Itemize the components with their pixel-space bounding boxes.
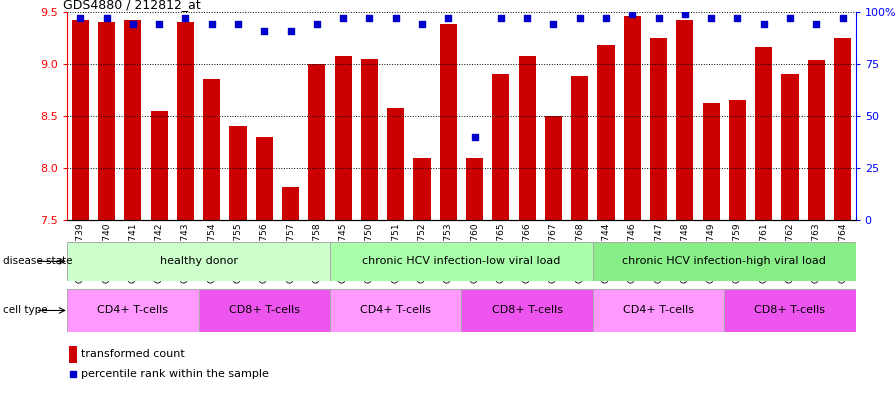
Bar (492, 74, 510, 220)
Point (125, 21, 140, 28)
Point (704, 15, 719, 21)
Bar (461, 289, 593, 332)
Point (362, 15, 376, 21)
Point (257, 28, 271, 34)
Bar (440, 24, 457, 220)
Bar (724, 289, 856, 332)
Bar (330, 289, 461, 332)
Bar (72, 20, 89, 220)
Bar (834, 38, 851, 220)
Point (291, 262, 306, 268)
Point (468, 134, 482, 140)
Bar (69, 346, 77, 363)
Bar (125, 20, 142, 220)
Point (651, 15, 666, 21)
Point (283, 28, 297, 34)
Point (573, 15, 587, 21)
Bar (413, 158, 431, 220)
Bar (702, 103, 719, 220)
Point (310, 21, 324, 28)
Bar (282, 187, 299, 220)
Bar (67, 242, 330, 281)
Bar (229, 127, 246, 220)
Bar (781, 74, 798, 220)
Point (809, 21, 823, 28)
Bar (67, 289, 199, 332)
Text: CD4+ T-cells: CD4+ T-cells (98, 305, 168, 316)
Bar (98, 22, 116, 220)
Bar (308, 64, 325, 220)
Point (599, 15, 613, 21)
Bar (571, 76, 589, 220)
Text: CD4+ T-cells: CD4+ T-cells (623, 305, 694, 316)
Bar (728, 100, 746, 220)
Point (494, 15, 508, 21)
Bar (545, 116, 562, 220)
Point (73, 15, 88, 21)
Text: chronic HCV infection-low viral load: chronic HCV infection-low viral load (362, 256, 561, 266)
Bar (755, 47, 772, 220)
Point (99, 15, 114, 21)
Point (756, 21, 771, 28)
Point (547, 21, 561, 28)
Bar (387, 108, 404, 220)
Bar (203, 79, 220, 220)
Point (783, 15, 797, 21)
Text: CD8+ T-cells: CD8+ T-cells (228, 305, 300, 316)
Bar (807, 60, 825, 220)
Text: CD8+ T-cells: CD8+ T-cells (754, 305, 825, 316)
Text: cell type: cell type (3, 305, 47, 316)
Bar (624, 16, 641, 220)
Bar (676, 20, 694, 220)
Bar (598, 45, 615, 220)
Bar (519, 55, 536, 220)
Bar (199, 289, 330, 332)
Text: CD8+ T-cells: CD8+ T-cells (492, 305, 563, 316)
Point (389, 15, 403, 21)
Bar (330, 242, 593, 281)
Bar (593, 289, 724, 332)
Text: healthy donor: healthy donor (159, 256, 237, 266)
Point (336, 15, 350, 21)
Bar (255, 137, 273, 220)
Bar (593, 242, 856, 281)
Point (415, 21, 429, 28)
Bar (334, 55, 352, 220)
Point (204, 21, 219, 28)
Point (520, 15, 534, 21)
Point (730, 15, 745, 21)
Point (441, 15, 455, 21)
Text: GDS4880 / 212812_at: GDS4880 / 212812_at (64, 0, 201, 11)
Point (178, 15, 193, 21)
Bar (151, 111, 168, 220)
Text: CD4+ T-cells: CD4+ T-cells (360, 305, 431, 316)
Bar (650, 38, 668, 220)
Bar (361, 59, 378, 220)
Bar (466, 158, 483, 220)
Text: disease state: disease state (3, 256, 73, 266)
Point (835, 15, 849, 21)
Point (677, 11, 692, 17)
Bar (177, 22, 194, 220)
Text: chronic HCV infection-high viral load: chronic HCV infection-high viral load (623, 256, 826, 266)
Text: transformed count: transformed count (81, 349, 185, 360)
Point (625, 11, 640, 17)
Text: percentile rank within the sample: percentile rank within the sample (81, 369, 269, 379)
Point (231, 21, 246, 28)
Point (152, 21, 167, 28)
